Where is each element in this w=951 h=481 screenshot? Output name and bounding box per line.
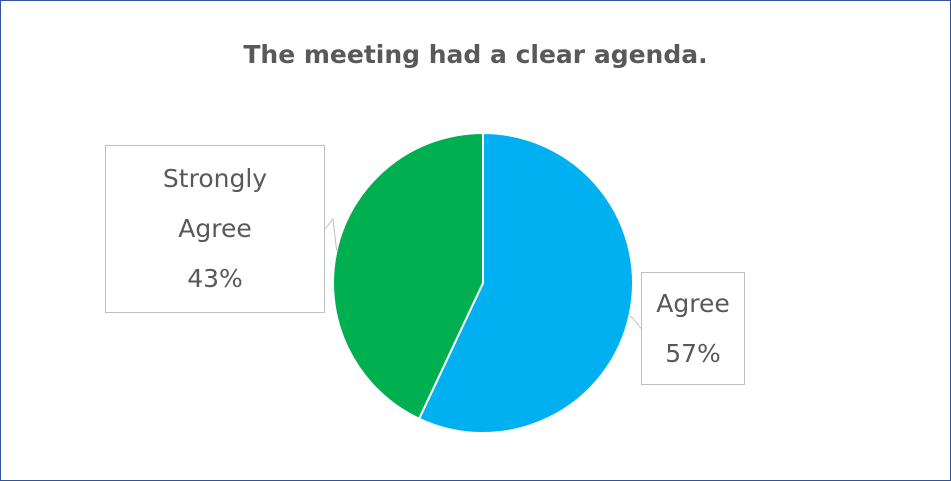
chart-title: The meeting had a clear agenda. xyxy=(243,40,708,69)
value-label: 57% xyxy=(665,338,721,368)
leader-line xyxy=(324,217,338,251)
data-label: Agree 57% xyxy=(641,272,745,385)
leader-line xyxy=(629,315,642,329)
category-label: Strongly Agree xyxy=(162,164,268,243)
category-label: Agree xyxy=(656,288,730,318)
value-label: 43% xyxy=(187,264,243,293)
pie-slice xyxy=(417,131,634,434)
data-label: Strongly Agree 43% xyxy=(105,145,325,313)
